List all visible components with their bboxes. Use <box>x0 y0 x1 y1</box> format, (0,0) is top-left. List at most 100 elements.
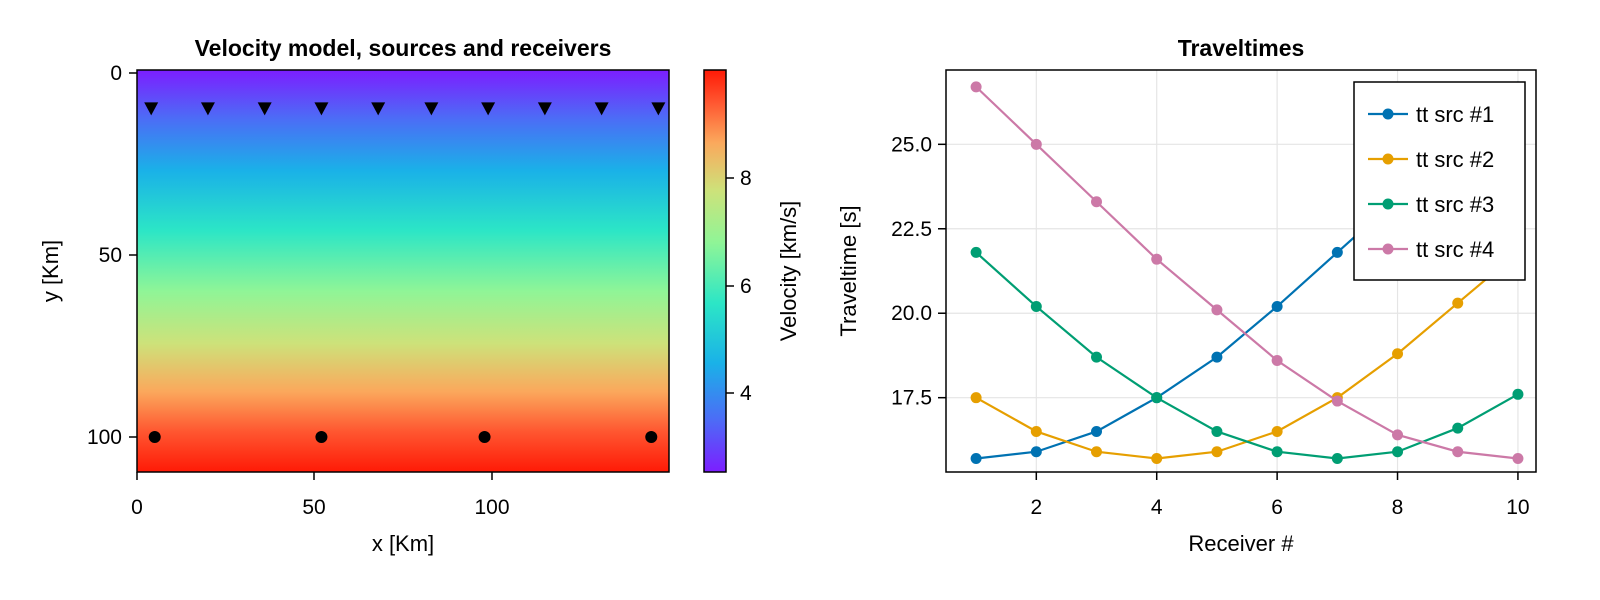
y-tick-label: 50 <box>99 244 122 267</box>
receiver-marker <box>481 102 496 116</box>
legend-label: tt src #3 <box>1416 192 1494 217</box>
data-point <box>1512 388 1524 400</box>
data-point <box>1271 300 1283 312</box>
x-tick-label: 10 <box>1506 496 1529 519</box>
velocity-plot-frame <box>136 69 670 473</box>
receiver-marker <box>594 102 609 116</box>
series-line <box>975 251 1519 460</box>
data-point <box>1512 452 1524 464</box>
data-point <box>1151 452 1163 464</box>
data-point <box>1091 351 1103 363</box>
legend-swatch-marker <box>1382 198 1394 210</box>
source-marker <box>148 431 161 443</box>
x-tick-label: 0 <box>131 496 143 519</box>
data-point <box>1091 425 1103 437</box>
data-point <box>1392 446 1404 458</box>
legend-label: tt src #2 <box>1416 147 1494 172</box>
velocity-model-panel: Velocity model, sources and receivers 0 … <box>38 35 670 556</box>
data-point <box>1271 446 1283 458</box>
source-marker <box>315 431 328 443</box>
colorbar-label: Velocity [km/s] <box>776 201 801 342</box>
y-tick-label: 100 <box>87 426 122 449</box>
series-4 <box>970 81 1524 464</box>
velocity-model-title: Velocity model, sources and receivers <box>195 35 612 61</box>
colorbar-tick-label: 4 <box>740 382 752 405</box>
series-layer <box>970 81 1524 464</box>
legend-swatch-marker <box>1382 108 1394 120</box>
receiver-marker <box>537 102 552 116</box>
data-point <box>1392 429 1404 441</box>
data-point <box>1452 422 1464 434</box>
colorbar-tick-label: 6 <box>740 275 752 298</box>
data-point <box>1151 253 1163 265</box>
colorbar-gradient <box>703 69 727 473</box>
traveltimes-x-axis-label: Receiver # <box>1188 531 1294 556</box>
data-point <box>1211 425 1223 437</box>
data-point <box>970 452 982 464</box>
series-line <box>975 86 1519 460</box>
velocity-x-axis-label: x [Km] <box>372 531 434 556</box>
receivers-layer <box>144 102 666 116</box>
receiver-marker <box>371 102 386 116</box>
y-tick-label: 25.0 <box>891 133 932 156</box>
data-point <box>970 81 982 93</box>
colorbar: 4 6 8 Velocity [km/s] <box>703 69 801 473</box>
x-tick-label: 2 <box>1030 496 1042 519</box>
traveltimes-plot-frame <box>945 69 1537 473</box>
y-tick-label: 17.5 <box>891 387 932 410</box>
legend: tt src #1 tt src #2 tt src #3 tt src #4 <box>1353 81 1526 281</box>
data-point <box>970 246 982 258</box>
y-tick-label: 0 <box>110 62 122 85</box>
axis-ticks-layer: 2 4 6 8 10 17.5 20.0 22.5 25.0 <box>891 133 1529 519</box>
data-point <box>1030 446 1042 458</box>
x-tick-label: 6 <box>1271 496 1283 519</box>
velocity-y-axis-label: y [Km] <box>38 240 63 302</box>
legend-entry: tt src #1 <box>1368 102 1494 127</box>
data-point <box>1271 355 1283 367</box>
data-point <box>1151 392 1163 404</box>
x-tick-label: 50 <box>302 496 325 519</box>
receiver-marker <box>200 102 215 116</box>
data-point <box>1331 395 1343 407</box>
traveltimes-title: Traveltimes <box>1178 35 1305 61</box>
data-point <box>1452 446 1464 458</box>
data-point <box>1211 446 1223 458</box>
traveltimes-panel: Traveltimes 2 4 6 8 10 17.5 20.0 22.5 25.0 Recei… <box>836 35 1537 556</box>
data-point <box>1091 446 1103 458</box>
velocity-heatmap <box>137 70 669 472</box>
data-point <box>1392 348 1404 360</box>
legend-entry: tt src #3 <box>1368 192 1494 217</box>
data-point <box>1030 425 1042 437</box>
data-point <box>970 392 982 404</box>
sources-layer <box>148 431 658 443</box>
legend-swatch-marker <box>1382 153 1394 165</box>
traveltimes-y-axis-label: Traveltime [s] <box>836 205 861 336</box>
series-line <box>975 251 1519 460</box>
data-point <box>1271 425 1283 437</box>
x-tick-label: 100 <box>474 496 509 519</box>
receiver-marker <box>144 102 159 116</box>
receiver-marker <box>424 102 439 116</box>
data-point <box>1030 138 1042 150</box>
data-point <box>1030 300 1042 312</box>
data-point <box>1091 196 1103 208</box>
series-3 <box>970 246 1524 464</box>
data-point <box>1211 304 1223 316</box>
receiver-marker <box>651 102 666 116</box>
data-point <box>1452 297 1464 309</box>
y-tick-label: 20.0 <box>891 302 932 325</box>
legend-label: tt src #4 <box>1416 237 1494 262</box>
receiver-marker <box>314 102 329 116</box>
source-marker <box>478 431 491 443</box>
colorbar-tick-label: 8 <box>740 167 752 190</box>
x-tick-label: 8 <box>1392 496 1404 519</box>
legend-swatch-marker <box>1382 243 1394 255</box>
data-point <box>1331 246 1343 258</box>
legend-label: tt src #1 <box>1416 102 1494 127</box>
receiver-marker <box>257 102 272 116</box>
x-tick-label: 4 <box>1151 496 1163 519</box>
y-tick-label: 22.5 <box>891 218 932 241</box>
legend-entry: tt src #2 <box>1368 147 1494 172</box>
